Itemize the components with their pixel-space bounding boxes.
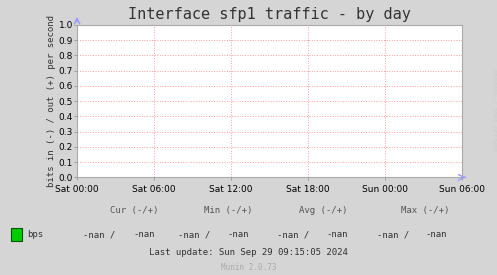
Text: bps: bps	[27, 230, 43, 239]
Text: Avg (-/+): Avg (-/+)	[299, 206, 347, 215]
Text: -nan: -nan	[425, 230, 447, 239]
Text: -nan /: -nan /	[377, 230, 409, 239]
Text: -nan: -nan	[326, 230, 348, 239]
Text: -nan /: -nan /	[277, 230, 309, 239]
Text: Last update: Sun Sep 29 09:15:05 2024: Last update: Sun Sep 29 09:15:05 2024	[149, 248, 348, 257]
Title: Interface sfp1 traffic - by day: Interface sfp1 traffic - by day	[128, 7, 411, 22]
Text: -nan: -nan	[133, 230, 155, 239]
Text: -nan /: -nan /	[83, 230, 115, 239]
Text: Min (-/+): Min (-/+)	[204, 206, 253, 215]
Text: Max (-/+): Max (-/+)	[401, 206, 449, 215]
Text: Munin 2.0.73: Munin 2.0.73	[221, 263, 276, 271]
Text: RRDTOOL / TOBI OETIKER: RRDTOOL / TOBI OETIKER	[491, 69, 496, 151]
Text: -nan: -nan	[228, 230, 249, 239]
Text: Cur (-/+): Cur (-/+)	[110, 206, 159, 215]
Text: -nan /: -nan /	[178, 230, 210, 239]
Y-axis label: bits in (-) / out (+) per second: bits in (-) / out (+) per second	[47, 15, 56, 187]
